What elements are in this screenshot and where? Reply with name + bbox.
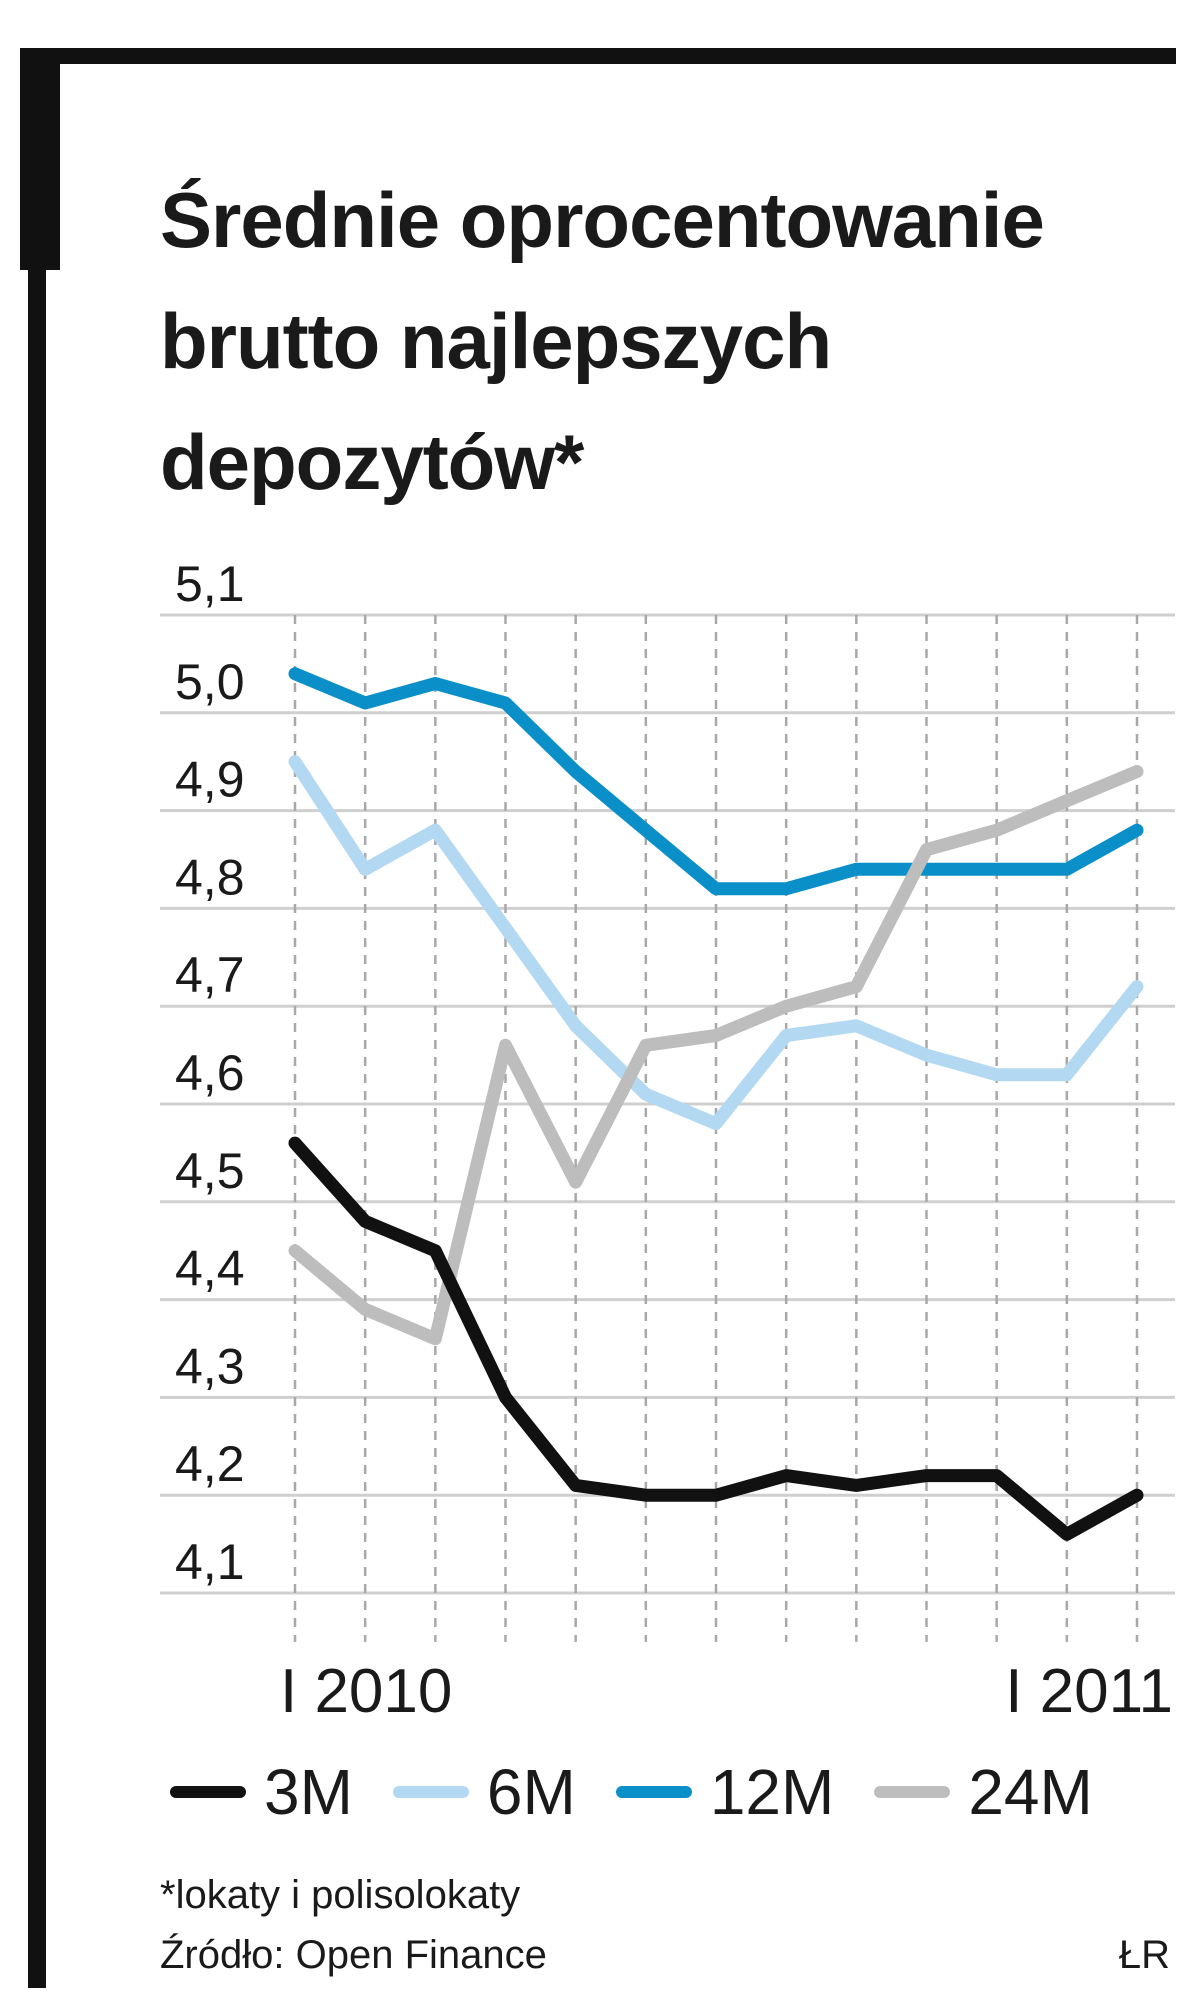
y-tick-label: 5,1	[175, 556, 245, 612]
legend-swatch-12m	[615, 1786, 692, 1798]
x-tick-label: I 2011	[1005, 1657, 1173, 1720]
y-tick-label: 4,7	[175, 947, 245, 1003]
legend-swatch-6m	[392, 1786, 469, 1798]
y-tick-label: 4,4	[175, 1241, 245, 1297]
y-tick-label: 4,8	[175, 849, 245, 905]
legend-item-24m: 24M	[874, 1752, 1093, 1832]
legend-label-12m: 12M	[709, 1756, 835, 1828]
legend-label-6m: 6M	[486, 1756, 576, 1828]
series-line-6m	[288, 755, 1144, 1131]
chart-legend: 3M 6M 12M 24M	[170, 1752, 1133, 1832]
chart-grid	[160, 613, 1175, 1642]
chart-series	[288, 667, 1144, 1541]
legend-item-12m: 12M	[615, 1752, 835, 1832]
chart-title: Średnie oprocentowanie brutto najlepszyc…	[160, 176, 1045, 506]
y-tick-label: 4,9	[175, 752, 245, 808]
footnote: *lokaty i polisolokaty	[160, 1873, 521, 1917]
line-chart: 5,1 5,0 4,9 4,8 4,7 4,6 4,5 4,4 4,3 4,2 4,1 I 2010…	[160, 556, 1175, 1720]
y-tick-label: 5,0	[175, 654, 245, 710]
y-tick-label: 4,5	[175, 1143, 245, 1199]
legend-swatch-24m	[874, 1786, 951, 1798]
y-axis-ticks: 5,1 5,0 4,9 4,8 4,7 4,6 4,5 4,4 4,3 4,2 4,1	[175, 556, 245, 1590]
y-tick-label: 4,6	[175, 1045, 245, 1101]
frame-top-bar	[20, 48, 1176, 64]
series-line-3m	[288, 1136, 1144, 1541]
legend-swatch-3m	[170, 1786, 246, 1798]
author-credit: ŁR	[1118, 1933, 1170, 1977]
legend-label-3m: 3M	[264, 1756, 353, 1828]
y-tick-label: 4,1	[175, 1534, 245, 1590]
y-tick-label: 4,2	[175, 1436, 245, 1492]
legend-label-24m: 24M	[968, 1756, 1093, 1828]
legend-item-6m: 6M	[392, 1752, 576, 1832]
series-line-12m	[288, 667, 1144, 896]
source-note: Źródło: Open Finance	[160, 1933, 547, 1977]
series-line-24m	[288, 765, 1144, 1346]
x-axis-ticks: I 2010 I 2011	[280, 1657, 1173, 1720]
y-tick-label: 4,3	[175, 1338, 245, 1394]
x-tick-label: I 2010	[280, 1657, 452, 1720]
frame-left-bar	[28, 48, 46, 1988]
legend-item-3m: 3M	[170, 1752, 353, 1832]
